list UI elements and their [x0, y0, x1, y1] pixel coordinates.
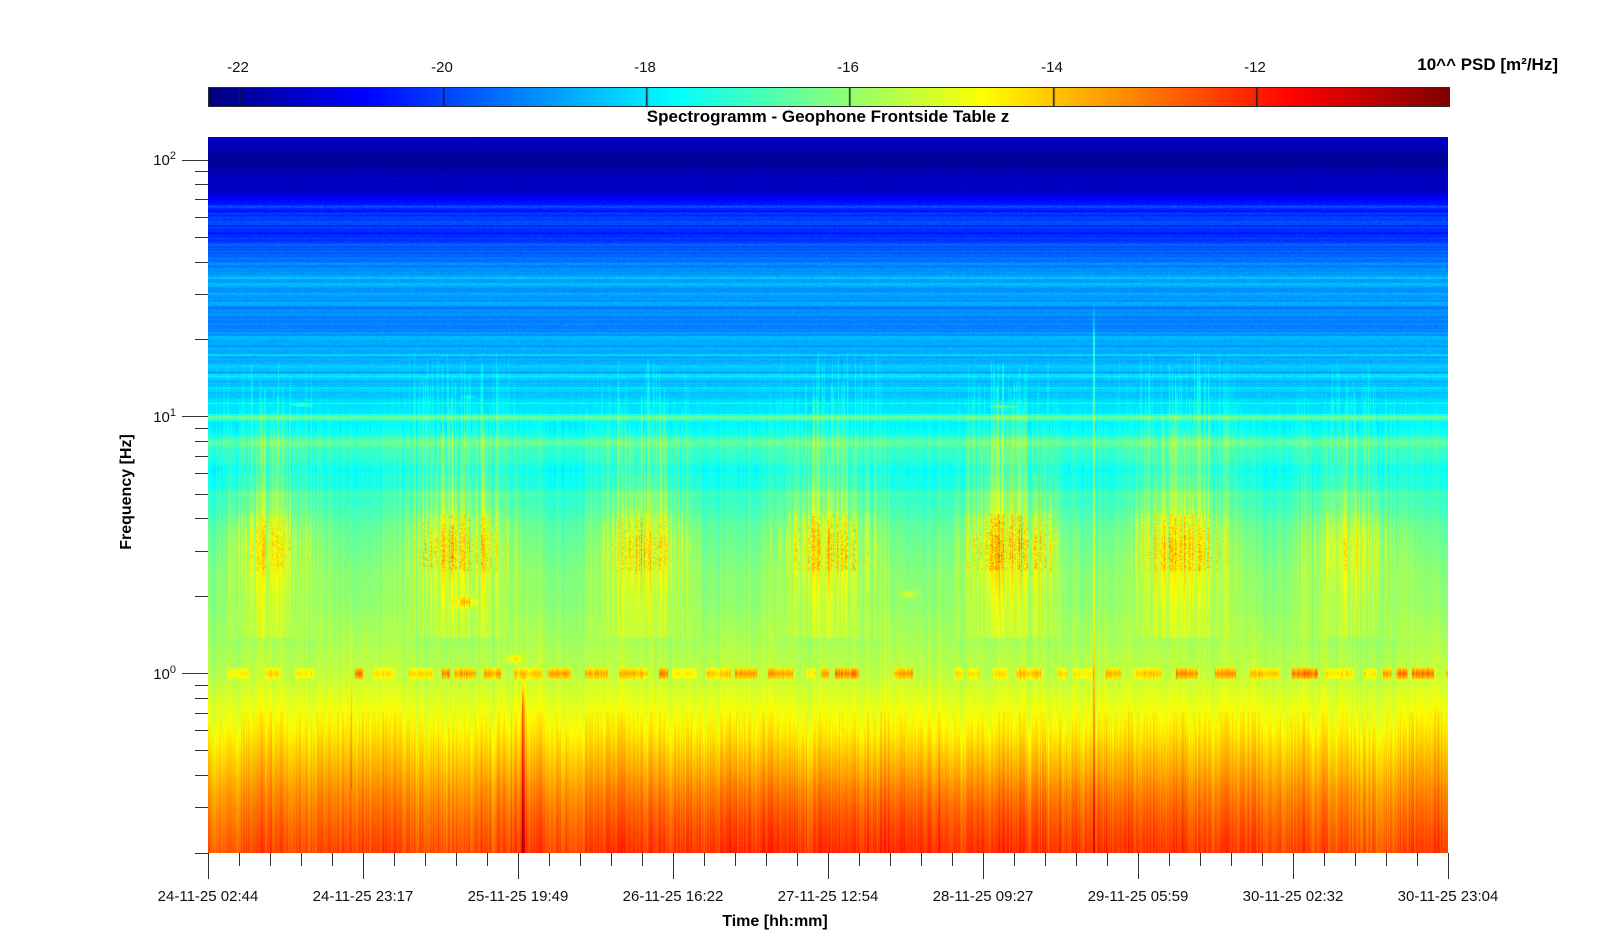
y-minor-tick	[195, 852, 208, 854]
x-minor-tick	[331, 853, 333, 866]
x-major-tick	[1292, 853, 1294, 879]
y-minor-tick	[195, 595, 208, 597]
y-minor-tick	[195, 184, 208, 186]
x-tick-label: 27-11-25 12:54	[777, 888, 879, 905]
y-minor-tick	[195, 550, 208, 552]
x-minor-tick	[610, 853, 612, 866]
x-minor-tick	[858, 853, 860, 866]
y-minor-tick	[195, 750, 208, 752]
x-minor-tick	[269, 853, 271, 866]
y-minor-tick	[195, 261, 208, 263]
x-minor-tick	[1261, 853, 1263, 866]
colorbar	[208, 87, 1450, 107]
x-minor-tick	[1044, 853, 1046, 866]
x-minor-tick	[1323, 853, 1325, 866]
colorbar-tick-label: -16	[837, 59, 859, 76]
x-minor-tick	[703, 853, 705, 866]
x-tick-label: 30-11-25 23:04	[1397, 888, 1499, 905]
colorbar-tick-label: -22	[227, 59, 249, 76]
x-tick-label: 28-11-25 09:27	[932, 888, 1034, 905]
colorbar-tick-label: -14	[1041, 59, 1063, 76]
x-minor-tick	[424, 853, 426, 866]
y-minor-tick	[195, 171, 208, 173]
x-minor-tick	[765, 853, 767, 866]
y-tick-label: 101	[153, 406, 176, 426]
x-tick-label: 30-11-25 02:32	[1242, 888, 1344, 905]
x-major-tick	[1447, 853, 1449, 879]
y-minor-tick	[195, 518, 208, 520]
x-tick-label: 25-11-25 19:49	[467, 888, 569, 905]
x-minor-tick	[1106, 853, 1108, 866]
x-minor-tick	[393, 853, 395, 866]
x-major-tick	[672, 853, 674, 879]
x-minor-tick	[1416, 853, 1418, 866]
y-minor-tick	[195, 473, 208, 475]
y-axis-label: Frequency [Hz]	[118, 434, 135, 550]
x-major-tick	[1137, 853, 1139, 879]
y-major-tick	[182, 416, 208, 418]
colorbar-tick-label: -12	[1244, 59, 1266, 76]
x-minor-tick	[1385, 853, 1387, 866]
y-minor-tick	[195, 775, 208, 777]
x-axis-label: Time [hh:mm]	[722, 913, 828, 930]
y-minor-tick	[195, 712, 208, 714]
y-minor-tick	[195, 441, 208, 443]
x-minor-tick	[579, 853, 581, 866]
x-major-tick	[362, 853, 364, 879]
x-minor-tick	[1168, 853, 1170, 866]
y-minor-tick	[195, 730, 208, 731]
x-minor-tick	[1075, 853, 1077, 866]
x-minor-tick	[548, 853, 550, 866]
colorbar-title: 10^^ PSD [m²/Hz]	[1417, 55, 1558, 74]
y-minor-tick	[195, 493, 208, 495]
x-minor-tick	[889, 853, 891, 866]
x-minor-tick	[1199, 853, 1201, 866]
x-tick-label: 26-11-25 16:22	[622, 888, 724, 905]
x-major-tick	[517, 853, 519, 879]
x-minor-tick	[486, 853, 488, 866]
y-minor-tick	[195, 807, 208, 809]
x-major-tick	[207, 853, 209, 879]
x-minor-tick	[734, 853, 736, 866]
y-tick-label: 102	[153, 150, 176, 170]
y-major-tick	[182, 673, 208, 675]
y-minor-tick	[195, 339, 208, 341]
x-minor-tick	[796, 853, 798, 866]
x-minor-tick	[1013, 853, 1015, 866]
x-minor-tick	[951, 853, 953, 866]
x-major-tick	[982, 853, 984, 879]
x-minor-tick	[1354, 853, 1356, 866]
x-minor-tick	[1230, 853, 1232, 866]
y-minor-tick	[195, 293, 208, 295]
y-major-tick	[182, 159, 208, 161]
y-minor-tick	[195, 236, 208, 238]
x-minor-tick	[641, 853, 643, 866]
x-tick-label: 29-11-25 05:59	[1087, 888, 1189, 905]
x-minor-tick	[920, 853, 922, 866]
colorbar-tick-label: -18	[634, 59, 656, 76]
y-minor-tick	[195, 684, 208, 686]
x-tick-label: 24-11-25 02:44	[157, 888, 259, 905]
y-tick-label: 100	[153, 663, 176, 683]
chart-title: Spectrogramm - Geophone Frontside Table …	[646, 107, 1010, 126]
x-minor-tick	[300, 853, 302, 866]
y-minor-tick	[195, 456, 208, 458]
colorbar-tick-label: -20	[431, 59, 453, 76]
x-minor-tick	[455, 853, 457, 866]
y-minor-tick	[195, 216, 208, 218]
spectrogram-image	[208, 137, 1448, 853]
x-major-tick	[827, 853, 829, 879]
y-minor-tick	[195, 199, 208, 201]
x-minor-tick	[238, 853, 240, 866]
y-minor-tick	[195, 428, 208, 430]
x-tick-label: 24-11-25 23:17	[312, 888, 414, 905]
y-minor-tick	[195, 697, 208, 699]
